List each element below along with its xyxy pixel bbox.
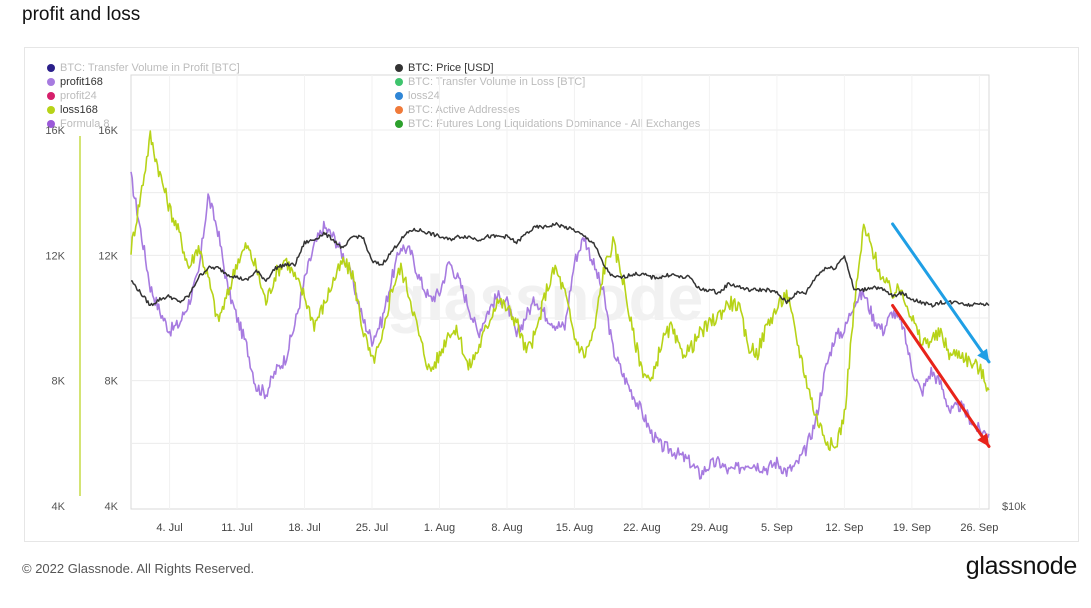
legend-item-4[interactable]: Formula 8: [47, 118, 110, 130]
series-line-profit168: [130, 171, 990, 480]
y-right-label: $10k: [1002, 501, 1026, 513]
legend-dot-icon: [47, 92, 55, 100]
x-tick-label: 11. Jul: [221, 522, 253, 534]
legend-dot-icon: [47, 106, 55, 114]
legend-label: loss168: [60, 104, 98, 116]
legend-label: profit168: [60, 76, 103, 88]
legend-item-8[interactable]: BTC: Active Addresses: [395, 104, 520, 116]
chart-panel: BTC: Transfer Volume in Profit [BTC] prof…: [24, 47, 1079, 542]
legend-item-5[interactable]: BTC: Price [USD]: [395, 62, 494, 74]
footer-copyright: © 2022 Glassnode. All Rights Reserved.: [22, 561, 255, 576]
page-title: profit and loss: [22, 4, 141, 25]
legend-label: BTC: Futures Long Liquidations Dominance…: [408, 118, 701, 130]
footer-brand-logo[interactable]: glassnode: [965, 552, 1078, 580]
legend-item-3[interactable]: loss168: [47, 104, 98, 116]
y-tick-label-inner: 4K: [105, 501, 119, 513]
legend-dot-icon: [395, 64, 403, 72]
legend-item-6[interactable]: BTC: Transfer Volume in Loss [BTC]: [395, 76, 585, 88]
y-tick-label-outer: 12K: [45, 250, 65, 262]
x-tick-label: 5. Sep: [761, 522, 793, 534]
y-tick-label-outer: 16K: [45, 125, 65, 137]
legend-item-9[interactable]: BTC: Futures Long Liquidations Dominance…: [395, 118, 700, 130]
x-tick-label: 18. Jul: [288, 522, 320, 534]
plot-area-border: [130, 74, 990, 510]
legend-item-2[interactable]: profit24: [47, 90, 97, 102]
legend-item-0[interactable]: BTC: Transfer Volume in Profit [BTC]: [47, 62, 240, 74]
legend-label: profit24: [60, 90, 97, 102]
annotation-arrow-head-icon: [977, 348, 989, 362]
x-tick-label: 19. Sep: [893, 522, 931, 534]
x-tick-label: 15. Aug: [556, 522, 593, 534]
x-tick-label: 29. Aug: [691, 522, 728, 534]
legend-label: Formula 8: [60, 118, 110, 130]
legend-dot-icon: [47, 120, 55, 128]
x-tick-label: 26. Sep: [960, 522, 998, 534]
legend-dot-icon: [395, 92, 403, 100]
x-tick-label: 4. Jul: [156, 522, 182, 534]
x-tick-label: 25. Jul: [356, 522, 388, 534]
x-tick-label: 12. Sep: [825, 522, 863, 534]
legend-dot-icon: [395, 120, 403, 128]
x-tick-label: 1. Aug: [424, 522, 455, 534]
annotation-arrow-line: [891, 303, 991, 448]
x-tick-label: 22. Aug: [623, 522, 660, 534]
legend-label: BTC: Active Addresses: [408, 104, 520, 116]
legend-dot-icon: [47, 64, 55, 72]
y-tick-label-outer: 8K: [52, 376, 66, 388]
legend-label: BTC: Price [USD]: [408, 62, 494, 74]
legend-label: BTC: Transfer Volume in Profit [BTC]: [60, 62, 240, 74]
legend-dot-icon: [47, 78, 55, 86]
legend-label: loss24: [408, 90, 440, 102]
x-tick-label: 8. Aug: [491, 522, 522, 534]
y-tick-label-inner: 12K: [98, 250, 118, 262]
legend-dot-icon: [395, 78, 403, 86]
legend-label: BTC: Transfer Volume in Loss [BTC]: [408, 76, 586, 88]
annotation-arrow-line: [891, 222, 991, 364]
y-tick-label-inner: 8K: [105, 376, 119, 388]
series-line-loss168: [130, 130, 990, 452]
legend-dot-icon: [395, 106, 403, 114]
annotation-arrow-head-icon: [977, 433, 989, 447]
series-line-btc-price-usd-: [130, 222, 990, 308]
legend-item-1[interactable]: profit168: [47, 76, 103, 88]
y-tick-label-inner: 16K: [98, 125, 118, 137]
y-tick-label-outer: 4K: [52, 501, 66, 513]
legend-item-7[interactable]: loss24: [395, 90, 440, 102]
